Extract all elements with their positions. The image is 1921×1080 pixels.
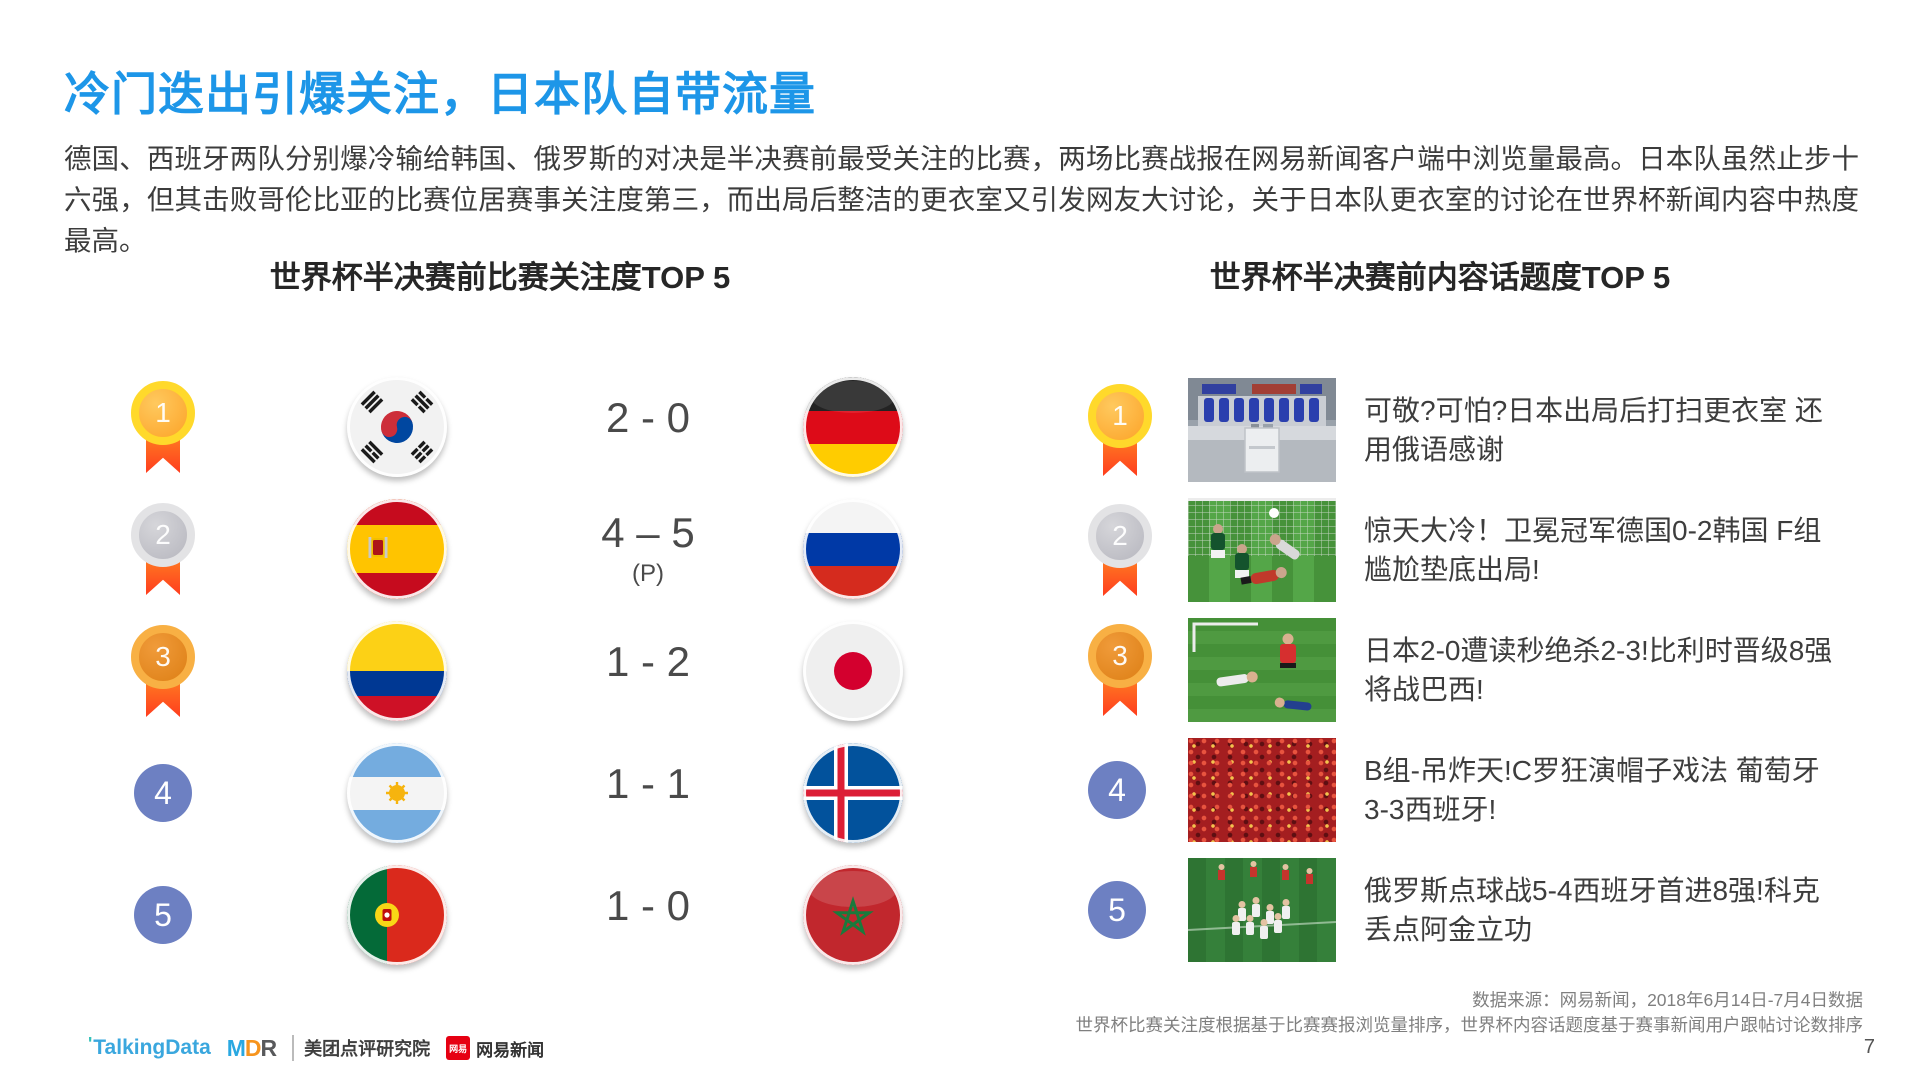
match-row-2: 2 4 – 5 (P) [100, 488, 978, 610]
rank-badge: 5 [134, 886, 192, 944]
topic-row-3: 3 日本2-0遭读秒绝杀2-3!比利时晋级8强将战巴西! [1088, 610, 1836, 730]
news-headline: 惊天大冷！卫冕冠军德国0-2韩国 F组尴尬垫底出局! [1364, 515, 1822, 585]
right-section-title: 世界杯半决赛前内容话题度TOP 5 [1209, 260, 1671, 295]
news-headline: 可敬?可怕?日本出局后打扫更衣室 还用俄语感谢 [1364, 395, 1823, 465]
gold-medal-icon: 1 [1088, 384, 1152, 476]
data-source-note: 数据来源：网易新闻，2018年6月14日-7月4日数据 世界杯比赛关注度根据基于… [1076, 988, 1864, 1038]
news-thumbnail-locker-room [1188, 378, 1336, 482]
match-row-4: 4 1 - 1 [100, 732, 978, 854]
news-thumbnail-goal-action [1188, 498, 1336, 602]
flag-portugal-icon [347, 865, 447, 965]
news-headline: 俄罗斯点球战5-4西班牙首进8强!科克丢点阿金立功 [1364, 875, 1820, 945]
page-title: 冷门迭出引爆关注，日本队自带流量 [64, 68, 816, 120]
rank-badge: 4 [134, 764, 192, 822]
footer-logos: TalkingData MDR 美团点评研究院 网易 网易新闻 [88, 1033, 544, 1063]
penalty-note: (P) [631, 560, 664, 587]
talkingdata-logo: TalkingData [88, 1036, 210, 1060]
flag-morocco-icon [803, 865, 903, 965]
mdr-letter-r: R [260, 1034, 278, 1061]
score-cell: 1 - 2 [606, 641, 690, 701]
bronze-medal-icon: 3 [1088, 624, 1152, 716]
rank-number: 2 [1088, 504, 1152, 568]
topic-row-1: 1 可敬?可怕?日本出局 [1088, 370, 1836, 490]
match-row-3: 3 1 - 2 [100, 610, 978, 732]
news-thumbnail-red-crowd [1188, 738, 1336, 842]
left-section-title: 世界杯半决赛前比赛关注度TOP 5 [269, 260, 731, 295]
gold-medal-icon: 1 [131, 381, 195, 473]
silver-medal-icon: 2 [131, 503, 195, 595]
mdr-letter-m: M [226, 1034, 246, 1061]
flag-russia-icon [803, 499, 903, 599]
match-row-1: 1 [100, 366, 978, 488]
rank-number: 1 [131, 381, 195, 445]
match-score: 1 - 1 [605, 760, 691, 807]
topic-row-4: 4 B组-吊炸天!C罗狂演帽子戏法 葡萄牙3-3西班牙! [1088, 730, 1836, 850]
netease-news-logo: 网易 网易新闻 [446, 1036, 544, 1061]
meituan-dianping-institute-logo: 美团点评研究院 [292, 1035, 430, 1061]
bronze-medal-icon: 3 [131, 625, 195, 717]
topic-ranking-list: 1 可敬?可怕?日本出局 [1088, 370, 1836, 970]
topic-row-2: 2 惊天大冷！卫冕冠军德国0-2韩国 F组尴尬垫底出局! [1088, 490, 1836, 610]
rank-number: 3 [1088, 624, 1152, 688]
flag-colombia-icon [347, 621, 447, 721]
rank-badge: 4 [1088, 761, 1146, 819]
source-line-1: 数据来源：网易新闻，2018年6月14日-7月4日数据 [1472, 990, 1863, 1010]
match-score: 1 - 2 [605, 638, 691, 685]
mdr-letter-d: D [244, 1034, 262, 1061]
rank-number: 2 [131, 503, 195, 567]
netease-badge-icon: 网易 [446, 1036, 471, 1060]
rank-number: 3 [131, 625, 195, 689]
score-cell: 1 - 0 [606, 885, 690, 945]
match-row-5: 5 1 - 0 [100, 854, 978, 976]
news-headline: 日本2-0遭读秒绝杀2-3!比利时晋级8强将战巴西! [1364, 635, 1833, 705]
news-thumbnail-team-celebration [1188, 858, 1336, 962]
topic-row-5: 5 [1088, 850, 1836, 970]
news-thumbnail-players-on-pitch [1188, 618, 1336, 722]
flag-argentina-icon [347, 743, 447, 843]
flag-germany-icon [803, 377, 903, 477]
source-line-2: 世界杯比赛关注度根据基于比赛赛报浏览量排序，世界杯内容话题度基于赛事新闻用户跟帖… [1075, 1015, 1864, 1035]
match-score: 4 – 5 [601, 509, 695, 556]
silver-medal-icon: 2 [1088, 504, 1152, 596]
score-cell: 4 – 5 (P) [601, 512, 694, 586]
score-cell: 2 - 0 [606, 397, 690, 457]
score-cell: 1 - 1 [606, 763, 690, 823]
flag-iceland-icon [803, 743, 903, 843]
match-score: 1 - 0 [605, 882, 691, 929]
match-ranking-list: 1 [100, 366, 978, 976]
mdr-logo: MDR [226, 1034, 278, 1062]
flag-spain-icon [347, 499, 447, 599]
rank-badge: 5 [1088, 881, 1146, 939]
news-headline: B组-吊炸天!C罗狂演帽子戏法 葡萄牙3-3西班牙! [1364, 755, 1820, 825]
intro-paragraph: 德国、西班牙两队分别爆冷输给韩国、俄罗斯的对决是半决赛前最受关注的比赛，两场比赛… [64, 143, 1859, 256]
flag-south-korea-icon [347, 377, 447, 477]
page-number: 7 [1863, 1036, 1875, 1058]
rank-number: 1 [1088, 384, 1152, 448]
match-score: 2 - 0 [605, 394, 691, 441]
netease-news-label: 网易新闻 [476, 1040, 545, 1060]
flag-japan-icon [803, 621, 903, 721]
